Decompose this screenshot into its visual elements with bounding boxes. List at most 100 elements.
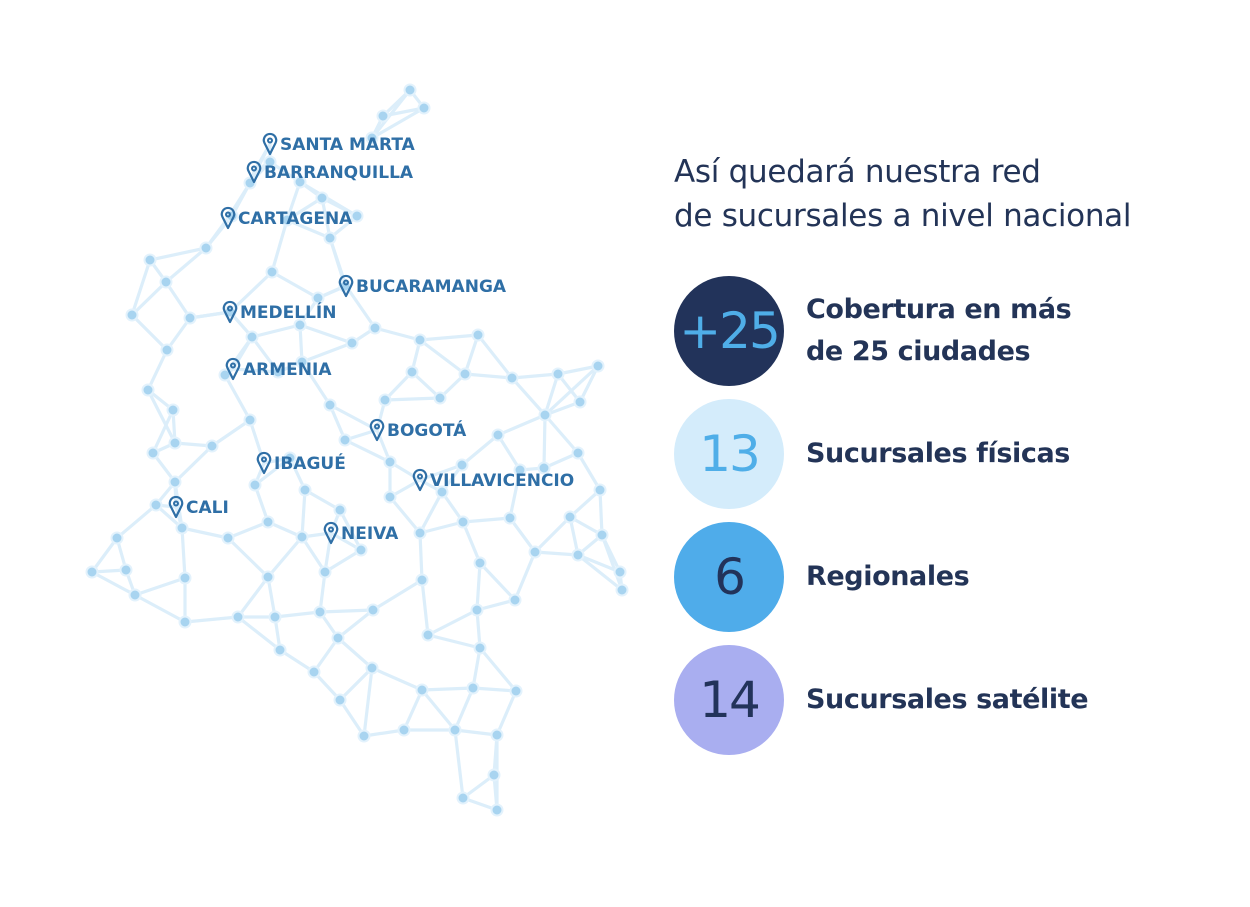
network-edge bbox=[236, 575, 270, 619]
network-edge bbox=[146, 348, 169, 392]
network-edge bbox=[226, 536, 270, 579]
city-label: SANTA MARTA bbox=[280, 135, 416, 155]
network-edge bbox=[336, 608, 375, 640]
network-node bbox=[245, 330, 259, 344]
network-node bbox=[433, 391, 447, 405]
network-edge bbox=[418, 531, 424, 582]
network-node bbox=[168, 475, 182, 489]
network-edge bbox=[164, 280, 192, 320]
network-edge bbox=[273, 610, 322, 619]
stat-regionals: 6 Regionales bbox=[674, 522, 970, 632]
network-node bbox=[141, 383, 155, 397]
network-edge bbox=[495, 689, 518, 737]
network-node bbox=[593, 483, 607, 497]
network-edge bbox=[533, 550, 580, 557]
network-edge bbox=[180, 526, 230, 540]
network-edge bbox=[381, 106, 426, 118]
map-pin-icon bbox=[323, 521, 339, 545]
network-node bbox=[143, 253, 157, 267]
network-edge bbox=[285, 180, 302, 222]
network-edge bbox=[303, 488, 342, 512]
network-edge bbox=[338, 698, 366, 738]
stats-panel: Así quedará nuestra red de sucursales a … bbox=[674, 150, 1234, 755]
network-edge bbox=[496, 413, 547, 437]
network-node bbox=[571, 548, 585, 562]
network-edge bbox=[183, 615, 240, 624]
map-pin-icon bbox=[168, 495, 184, 519]
network-edge bbox=[543, 372, 560, 417]
stat-physical-branches-value: 13 bbox=[699, 425, 761, 483]
network-edge bbox=[336, 636, 374, 670]
network-edge bbox=[463, 372, 514, 380]
network-edge bbox=[180, 526, 187, 580]
network-node bbox=[231, 610, 245, 624]
network-node bbox=[313, 605, 327, 619]
network-edge bbox=[463, 333, 480, 376]
network-node bbox=[366, 603, 380, 617]
network-node bbox=[273, 643, 287, 657]
network-node bbox=[458, 367, 472, 381]
network-edge bbox=[285, 218, 332, 240]
network-edge bbox=[402, 688, 424, 732]
network-node bbox=[397, 723, 411, 737]
city-label: BUCARAMANGA bbox=[356, 277, 507, 297]
map-pin-icon bbox=[412, 468, 428, 492]
network-node bbox=[417, 101, 431, 115]
map-pin-icon bbox=[222, 300, 238, 324]
network-edge bbox=[228, 270, 274, 314]
network-edge bbox=[270, 218, 289, 274]
stat-coverage-label: Cobertura en más de 25 ciudades bbox=[806, 294, 1072, 367]
network-node bbox=[271, 365, 285, 379]
network-node bbox=[178, 571, 192, 585]
network-edge bbox=[510, 372, 560, 380]
network-edge bbox=[165, 316, 192, 352]
network-edge bbox=[343, 438, 392, 464]
network-edge bbox=[475, 598, 517, 612]
network-node bbox=[295, 355, 309, 369]
network-node bbox=[473, 641, 487, 655]
network-edge bbox=[533, 515, 572, 554]
network-node bbox=[85, 565, 99, 579]
network-edge bbox=[253, 456, 292, 487]
network-edge bbox=[90, 536, 119, 574]
network-edge bbox=[226, 520, 270, 540]
network-edge bbox=[426, 608, 479, 637]
network-edge bbox=[513, 550, 537, 602]
panel-title-line1: Así quedará nuestra red bbox=[674, 154, 1041, 190]
network-node bbox=[323, 398, 337, 412]
network-node bbox=[490, 728, 504, 742]
network-edge bbox=[266, 575, 277, 619]
map-pin-icon bbox=[220, 206, 236, 230]
network-node bbox=[613, 565, 627, 579]
network-node bbox=[166, 403, 180, 417]
network-node bbox=[350, 209, 364, 223]
network-edge bbox=[508, 468, 522, 520]
network-node bbox=[331, 631, 345, 645]
network-node bbox=[413, 526, 427, 540]
network-edge bbox=[338, 666, 374, 702]
network-edge bbox=[90, 570, 137, 597]
network-node bbox=[378, 393, 392, 407]
stat-regionals-circle: 6 bbox=[674, 522, 784, 632]
network-edge bbox=[320, 196, 332, 240]
network-edge bbox=[236, 615, 282, 652]
city-marker: BOGOTÁ bbox=[369, 418, 467, 442]
network-edge bbox=[478, 561, 517, 602]
network-node bbox=[128, 588, 142, 602]
city-label: CARTAGENA bbox=[238, 209, 353, 229]
network-node bbox=[487, 768, 501, 782]
map-pin-icon bbox=[256, 451, 272, 475]
stat-satellite-branches-circle: 14 bbox=[674, 645, 784, 755]
stat-physical-branches-label: Sucursales físicas bbox=[806, 438, 1070, 469]
network-edge bbox=[285, 196, 324, 222]
network-node bbox=[357, 729, 371, 743]
network-node bbox=[513, 463, 527, 477]
network-node bbox=[365, 131, 379, 145]
stat-regionals-label: Regionales bbox=[806, 561, 970, 592]
city-marker: IBAGUÉ bbox=[256, 451, 346, 475]
network-edge bbox=[231, 367, 280, 374]
network-edge bbox=[370, 666, 424, 692]
network-node bbox=[125, 308, 139, 322]
network-edge bbox=[420, 686, 475, 692]
network-node bbox=[333, 503, 347, 517]
